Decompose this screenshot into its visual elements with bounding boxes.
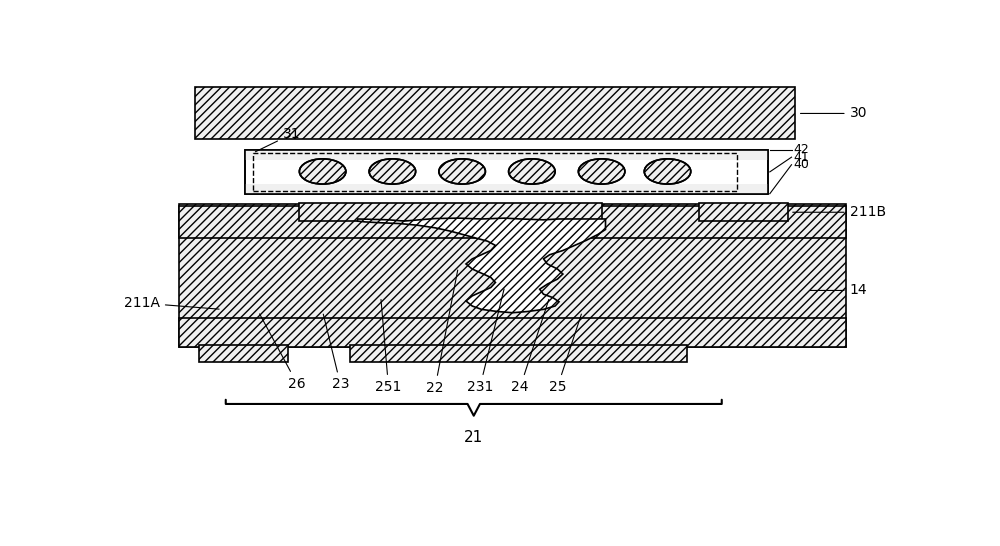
Text: 40: 40 bbox=[793, 158, 809, 171]
Bar bbox=[245, 150, 768, 160]
Text: 14: 14 bbox=[810, 283, 867, 298]
Text: 24: 24 bbox=[512, 299, 549, 394]
Text: 25: 25 bbox=[549, 314, 581, 394]
Bar bbox=[350, 345, 687, 362]
Bar bbox=[245, 150, 768, 194]
Text: 23: 23 bbox=[323, 314, 349, 391]
Text: 211B: 211B bbox=[793, 205, 886, 219]
Bar bbox=[698, 204, 788, 221]
Circle shape bbox=[644, 159, 691, 184]
Text: 211A: 211A bbox=[124, 296, 219, 310]
Bar bbox=[199, 345, 288, 362]
Bar bbox=[179, 318, 846, 347]
Circle shape bbox=[369, 159, 416, 184]
Text: 22: 22 bbox=[426, 270, 458, 395]
Text: 21: 21 bbox=[464, 430, 483, 446]
Bar bbox=[245, 185, 768, 194]
Text: 42: 42 bbox=[793, 143, 809, 156]
Text: 31: 31 bbox=[255, 127, 300, 152]
Text: 41: 41 bbox=[793, 151, 809, 164]
Bar bbox=[253, 153, 737, 191]
Text: 26: 26 bbox=[260, 314, 306, 390]
Circle shape bbox=[578, 159, 625, 184]
Circle shape bbox=[299, 159, 346, 184]
Text: 30: 30 bbox=[800, 106, 867, 121]
Polygon shape bbox=[358, 218, 606, 313]
Circle shape bbox=[439, 159, 485, 184]
Circle shape bbox=[509, 159, 555, 184]
Bar bbox=[299, 204, 602, 221]
Bar bbox=[179, 206, 846, 238]
Bar bbox=[245, 150, 768, 194]
Bar bbox=[195, 86, 795, 139]
Bar bbox=[179, 204, 846, 347]
Text: 231: 231 bbox=[467, 289, 504, 394]
Text: 251: 251 bbox=[375, 300, 402, 394]
